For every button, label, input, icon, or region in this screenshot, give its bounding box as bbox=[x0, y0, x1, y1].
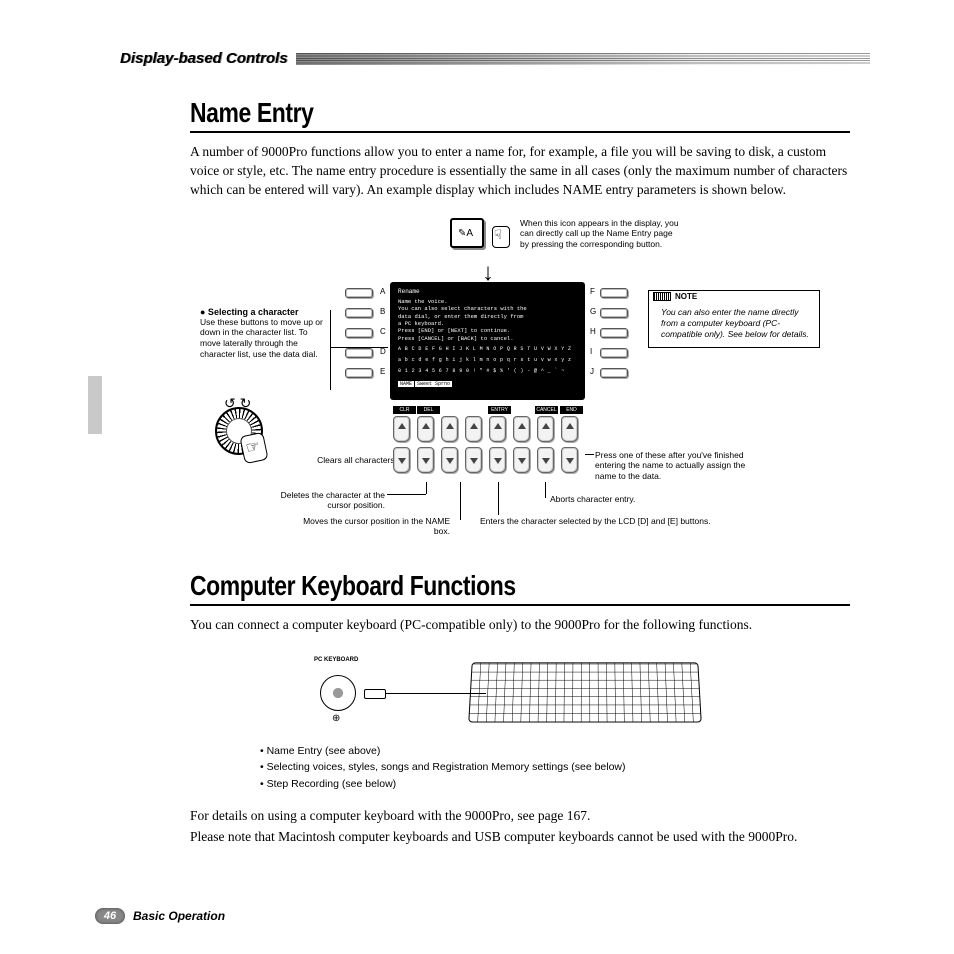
pc-keyboard-port-icon bbox=[320, 675, 356, 711]
callout-del: Deletes the character at the cursor posi… bbox=[255, 490, 385, 511]
function-list: • Name Entry (see above) • Selecting voi… bbox=[260, 743, 850, 793]
callout-clr: Clears all characters. bbox=[287, 455, 397, 466]
select-char-header: ● Selecting a character bbox=[200, 307, 330, 317]
icon-tip: When this icon appears in the display, y… bbox=[520, 218, 680, 250]
side-button-b bbox=[345, 308, 373, 318]
note-box: NOTE You can also enter the name directl… bbox=[648, 290, 820, 348]
fn-cancel-label: CANCEL bbox=[535, 406, 558, 414]
side-button-c bbox=[345, 328, 373, 338]
page-number: 46 bbox=[95, 908, 125, 924]
page: Display-based Controls Name Entry A numb… bbox=[120, 50, 870, 859]
section2-outro1: For details on using a computer keyboard… bbox=[190, 807, 850, 826]
select-char-text: Use these buttons to move up or down in … bbox=[200, 317, 330, 360]
select-char-note: ● Selecting a character Use these button… bbox=[200, 307, 330, 360]
side-button-d bbox=[345, 348, 373, 358]
keyboard-plug-icon bbox=[364, 689, 424, 699]
fn-end-label: END bbox=[560, 406, 583, 414]
keyboard-icon bbox=[468, 662, 702, 722]
callout-move: Moves the cursor position in the NAME bo… bbox=[290, 516, 450, 537]
callout-end: Press one of these after you've finished… bbox=[595, 450, 750, 482]
press-hand-icon bbox=[492, 226, 510, 248]
side-button-h bbox=[600, 328, 628, 338]
callout-entry: Enters the character selected by the LCD… bbox=[480, 516, 760, 527]
section1-title: Name Entry bbox=[190, 97, 731, 129]
name-entry-icon bbox=[450, 218, 484, 248]
page-footer: 46 Basic Operation bbox=[95, 908, 225, 924]
callout-cancel: Aborts character entry. bbox=[550, 494, 690, 505]
fn-clr-label: CLR bbox=[393, 406, 416, 414]
footer-label: Basic Operation bbox=[133, 909, 225, 923]
rule bbox=[190, 131, 850, 133]
keyboard-diagram: PC KEYBOARD ⊕ bbox=[320, 653, 720, 733]
section1-intro: A number of 9000Pro functions allow you … bbox=[190, 143, 850, 200]
section-label: Display-based Controls bbox=[120, 50, 288, 67]
dial-arrows-icon: ↺ ↻ bbox=[224, 395, 251, 412]
fn-button-col bbox=[561, 416, 603, 481]
fn-entry-label: ENTRY bbox=[488, 406, 511, 414]
rule-2 bbox=[190, 604, 850, 606]
side-button-a bbox=[345, 288, 373, 298]
fn-del-label: DEL bbox=[417, 406, 440, 414]
list-item: • Selecting voices, styles, songs and Re… bbox=[260, 759, 850, 776]
section2-intro: You can connect a computer keyboard (PC-… bbox=[190, 616, 850, 635]
list-item: • Step Recording (see below) bbox=[260, 776, 850, 793]
lcd-screen: Rename Name the voice. You can also sele… bbox=[390, 282, 585, 400]
name-entry-diagram: When this icon appears in the display, y… bbox=[180, 212, 840, 542]
section2-outro2: Please note that Macintosh computer keyb… bbox=[190, 828, 850, 847]
dial-hand-icon bbox=[239, 431, 268, 463]
side-button-e bbox=[345, 368, 373, 378]
port-symbol-icon: ⊕ bbox=[332, 713, 340, 724]
note-text: You can also enter the name directly fro… bbox=[649, 302, 819, 347]
side-button-f bbox=[600, 288, 628, 298]
port-label: PC KEYBOARD bbox=[314, 657, 358, 663]
name-field: NAMESweet Sprno bbox=[398, 380, 577, 388]
margin-tab bbox=[88, 376, 102, 434]
section2-title: Computer Keyboard Functions bbox=[190, 570, 731, 602]
header-stripes bbox=[296, 53, 870, 65]
list-item: • Name Entry (see above) bbox=[260, 743, 850, 760]
side-button-j bbox=[600, 368, 628, 378]
side-button-i bbox=[600, 348, 628, 358]
section-header: Display-based Controls bbox=[120, 50, 870, 67]
side-button-g bbox=[600, 308, 628, 318]
keyboard-icon bbox=[653, 292, 671, 301]
